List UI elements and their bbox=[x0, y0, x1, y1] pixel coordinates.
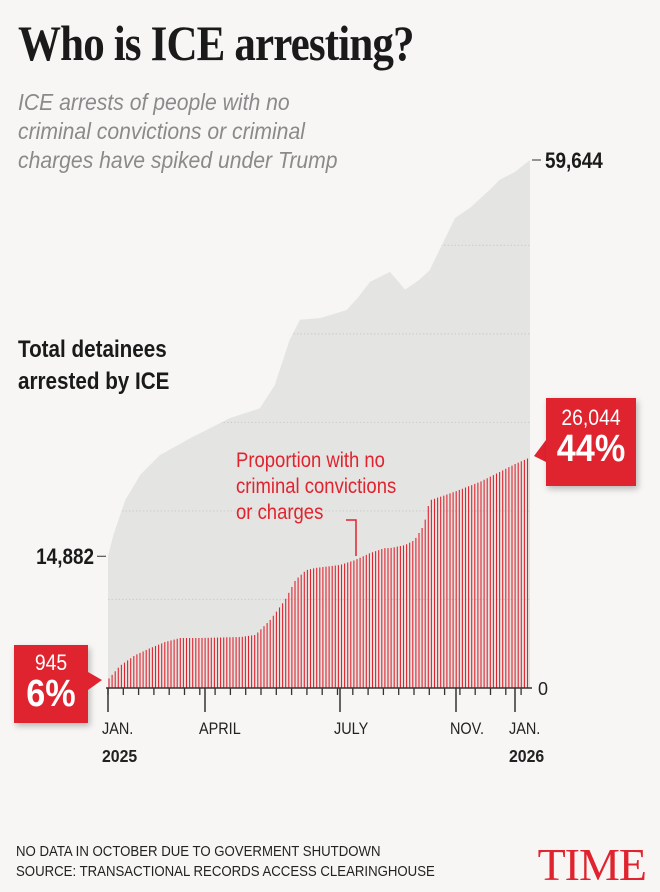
proportion-label: Proportion with no criminal convictions … bbox=[236, 449, 397, 524]
end-callout: 26,044 44% bbox=[546, 398, 636, 486]
end-percent: 44% bbox=[556, 428, 626, 470]
start-callout: 945 6% bbox=[14, 645, 88, 723]
time-logo: TIME bbox=[537, 839, 647, 890]
x-year-label: 2026 bbox=[509, 746, 544, 766]
y-label-end-total: 59,644 bbox=[545, 149, 603, 174]
y-label-zero: 0 bbox=[538, 679, 548, 699]
proportion-leader-line bbox=[346, 519, 357, 556]
x-tick-label: JAN. bbox=[509, 720, 540, 738]
x-tick-label: JULY bbox=[334, 720, 369, 738]
y-label-start-total: 14,882 bbox=[36, 545, 94, 570]
end-count: 26,044 bbox=[561, 405, 621, 430]
total-detainees-area bbox=[108, 160, 530, 688]
start-count: 945 bbox=[34, 650, 68, 675]
shutdown-note: NO DATA IN OCTOBER DUE TO GOVERMENT SHUT… bbox=[16, 843, 381, 860]
x-year-label: 2025 bbox=[102, 746, 137, 766]
x-tick-label: APRIL bbox=[199, 720, 241, 738]
chart-title: Who is ICE arresting? bbox=[18, 15, 415, 71]
source-note: SOURCE: TRANSACTIONAL RECORDS ACCESS CLE… bbox=[16, 863, 435, 880]
chart-subtitle: ICE arrests of people with no criminal c… bbox=[18, 89, 338, 173]
x-tick-label: NOV. bbox=[450, 720, 484, 738]
footnote: NO DATA IN OCTOBER DUE TO GOVERMENT SHUT… bbox=[16, 842, 435, 882]
start-percent: 6% bbox=[26, 673, 76, 715]
total-series-label: Total detainees arrested by ICE bbox=[18, 336, 170, 395]
x-tick-label: JAN. bbox=[102, 720, 133, 738]
